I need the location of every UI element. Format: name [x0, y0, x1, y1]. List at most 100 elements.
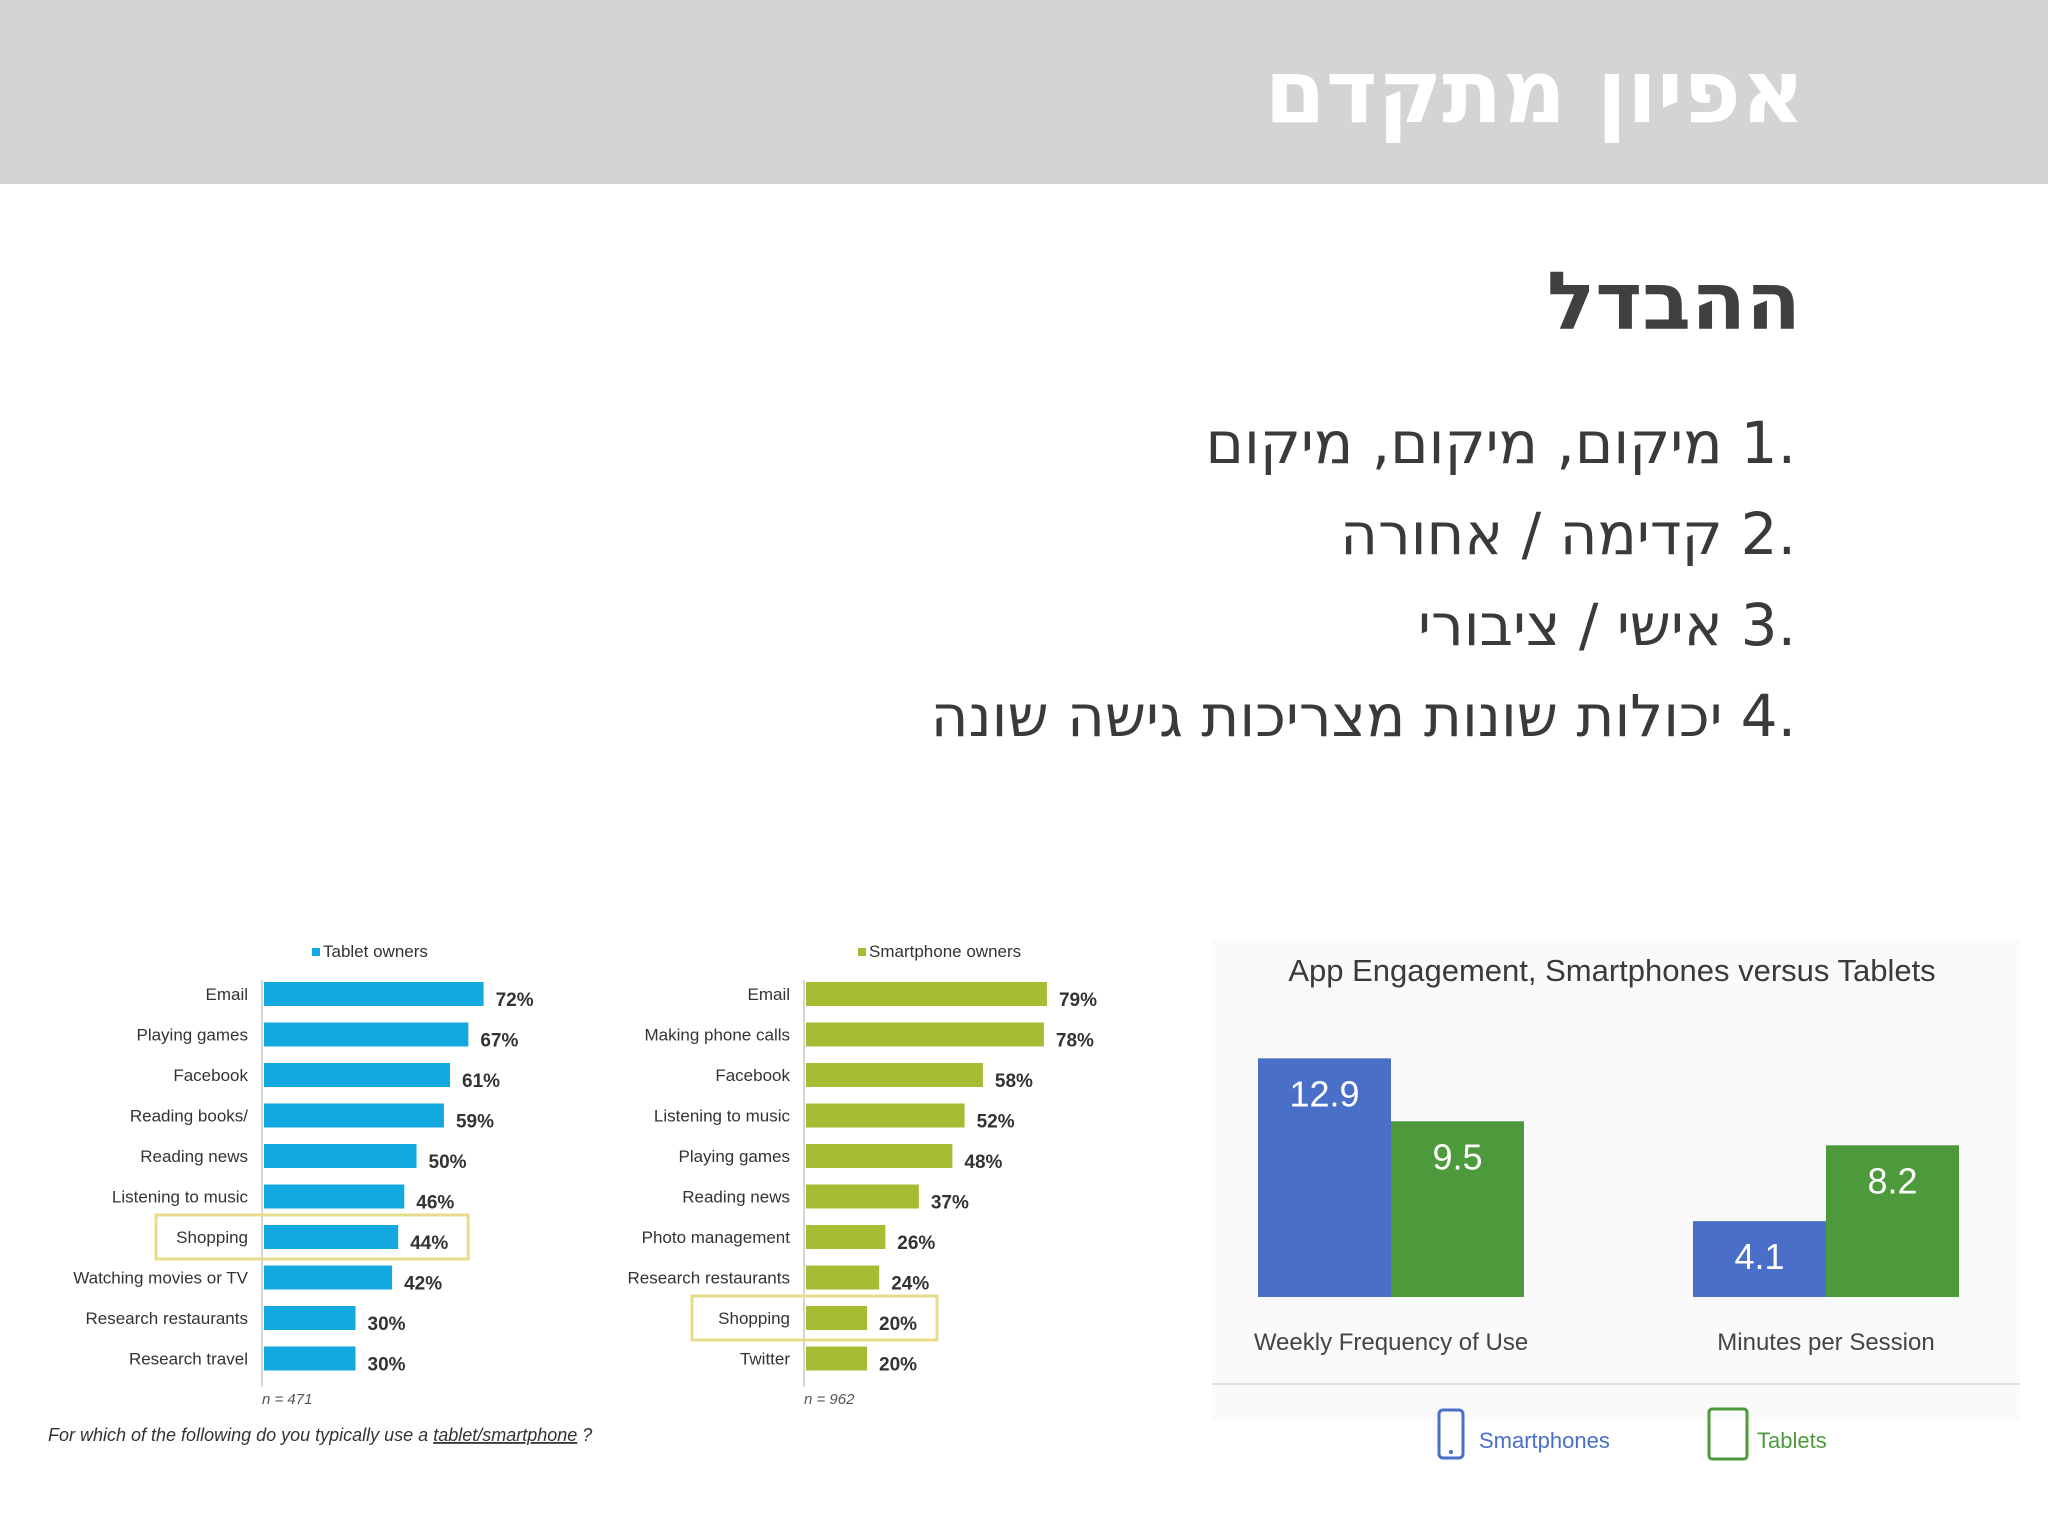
bar-value-label: 12.9 — [1289, 1073, 1359, 1114]
legend-label: Smartphones — [1479, 1428, 1610, 1453]
value-label: 78% — [1056, 1031, 1094, 1052]
bar — [806, 1225, 886, 1249]
bar — [806, 982, 1047, 1006]
bar — [806, 1103, 965, 1128]
value-label: 42% — [404, 1274, 442, 1295]
value-label: 59% — [456, 1112, 494, 1133]
value-label: 30% — [368, 1355, 406, 1376]
bar — [264, 1346, 356, 1371]
value-label: 61% — [462, 1071, 500, 1092]
bar — [806, 1184, 919, 1209]
legend-label: Tablet owners — [323, 942, 428, 961]
category-label: Playing games — [678, 1147, 790, 1166]
bar — [806, 1063, 983, 1087]
category-label: Research travel — [129, 1350, 248, 1369]
chart-title: App Engagement, Smartphones versus Table… — [1288, 953, 1935, 988]
value-label: 67% — [480, 1031, 518, 1052]
list-text: קדימה / אחורה — [1340, 500, 1723, 568]
category-label: Making phone calls — [644, 1026, 790, 1045]
legend-label: Tablets — [1757, 1428, 1827, 1453]
bar — [264, 1184, 405, 1209]
category-label: Photo management — [642, 1228, 791, 1247]
list-number: .2 — [1740, 500, 1796, 568]
category-label: Shopping — [718, 1309, 790, 1328]
bar — [264, 982, 484, 1006]
category-label: Reading news — [682, 1188, 790, 1207]
highlight-box — [154, 1213, 470, 1261]
bar — [264, 1063, 451, 1087]
category-label: Email — [205, 985, 248, 1004]
value-label: 20% — [879, 1355, 917, 1376]
value-label: 48% — [964, 1152, 1002, 1173]
legend-swatch — [312, 948, 320, 956]
bar — [1391, 1121, 1524, 1297]
tablet-icon — [1707, 1407, 1749, 1461]
bar — [264, 1144, 417, 1168]
bar — [264, 1022, 469, 1047]
category-label: Minutes per Session — [1717, 1329, 1934, 1356]
value-label: 20% — [879, 1314, 917, 1335]
list-number: .4 — [1740, 682, 1796, 750]
category-label: Weekly Frequency of Use — [1254, 1329, 1528, 1356]
category-label: Facebook — [173, 1066, 248, 1085]
bar — [264, 1306, 356, 1330]
value-label: 50% — [429, 1152, 467, 1173]
category-label: Research restaurants — [85, 1309, 248, 1328]
survey-question: For which of the following do you typica… — [48, 1425, 592, 1445]
header-title: אפיון מתקדם — [1264, 40, 1805, 143]
value-label: 58% — [995, 1071, 1033, 1092]
sample-size-note: n = 471 — [262, 1391, 312, 1408]
value-label: 79% — [1059, 990, 1097, 1011]
list-text: אישי / ציבורי — [1418, 591, 1723, 659]
bar — [1826, 1145, 1959, 1297]
bullet-list: .1מיקום, מיקום, מיקום .2קדימה / אחורה .3… — [931, 398, 1796, 762]
header-bar: אפיון מתקדם — [0, 0, 2048, 184]
category-label: Playing games — [136, 1026, 248, 1045]
category-label: Listening to music — [112, 1188, 249, 1207]
category-label: Listening to music — [654, 1107, 791, 1126]
category-label: Research restaurants — [627, 1269, 790, 1288]
legend-swatch — [858, 948, 866, 956]
bar — [806, 1346, 867, 1371]
bar — [264, 1265, 393, 1290]
category-label: Twitter — [740, 1350, 790, 1369]
list-item: .3אישי / ציבורי — [931, 580, 1796, 671]
category-label: Facebook — [715, 1066, 790, 1085]
bar — [1258, 1058, 1391, 1297]
smartphone-icon — [1437, 1408, 1465, 1460]
value-label: 52% — [977, 1112, 1015, 1133]
bar-value-label: 8.2 — [1867, 1160, 1917, 1201]
highlight-box — [690, 1294, 939, 1342]
value-label: 72% — [496, 990, 534, 1011]
bar — [806, 1306, 867, 1330]
list-item: .1מיקום, מיקום, מיקום — [931, 398, 1796, 489]
bar-value-label: 4.1 — [1734, 1236, 1784, 1277]
list-item: .2קדימה / אחורה — [931, 489, 1796, 580]
category-label: Reading news — [140, 1147, 248, 1166]
list-number: .1 — [1740, 409, 1796, 477]
bar — [806, 1022, 1044, 1047]
value-label: 26% — [897, 1233, 935, 1254]
category-label: Email — [747, 985, 790, 1004]
value-label: 30% — [368, 1314, 406, 1335]
sample-size-note: n = 962 — [804, 1391, 855, 1408]
smartphone-icon-button — [1449, 1450, 1453, 1454]
legend-label: Smartphone owners — [869, 942, 1021, 961]
slide-heading: ההבדל — [1546, 255, 1801, 348]
category-label: Shopping — [176, 1228, 248, 1247]
value-label: 37% — [931, 1193, 969, 1214]
value-label: 24% — [891, 1274, 929, 1295]
bar — [806, 1144, 953, 1168]
value-label: 46% — [416, 1193, 454, 1214]
bar-value-label: 9.5 — [1432, 1136, 1482, 1177]
bar — [264, 1103, 444, 1128]
list-text: יכולות שונות מצריכות גישה שונה — [930, 682, 1723, 750]
list-text: מיקום, מיקום, מיקום — [1205, 409, 1723, 477]
bar — [264, 1225, 399, 1249]
list-item: .4יכולות שונות מצריכות גישה שונה — [931, 671, 1796, 762]
category-label: Watching movies or TV — [73, 1269, 248, 1288]
value-label: 44% — [410, 1233, 448, 1254]
bar — [1693, 1221, 1826, 1297]
category-label: Reading books/ — [130, 1107, 248, 1126]
